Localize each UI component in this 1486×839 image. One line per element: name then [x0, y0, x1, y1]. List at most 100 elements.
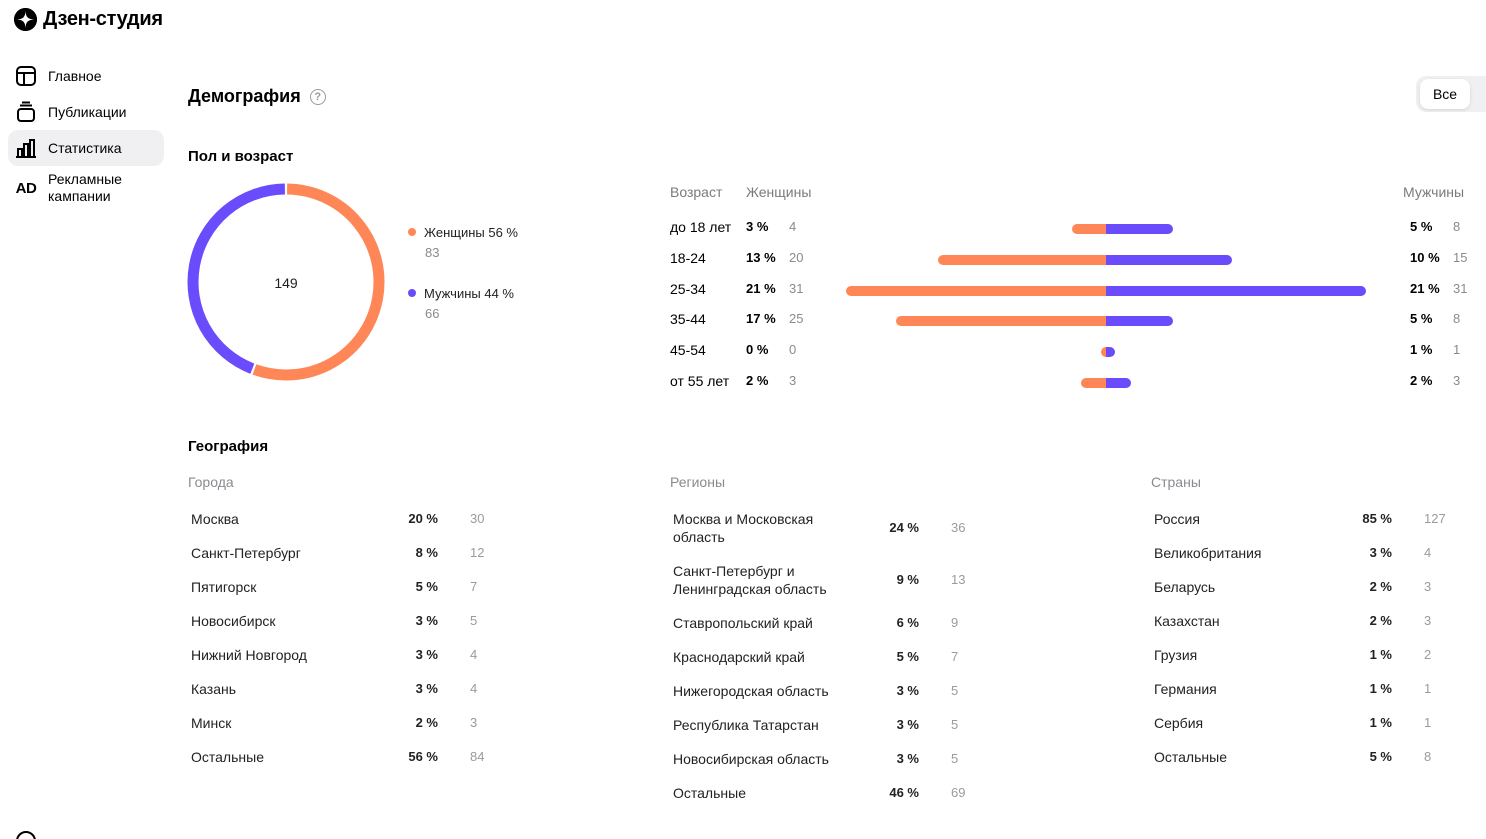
women-count: 31 — [789, 281, 804, 296]
geo-count: 5 — [951, 683, 959, 698]
app-logo[interactable]: Дзен-студия — [14, 8, 163, 31]
geo-count: 3 — [470, 715, 478, 730]
geo-name: Казань — [191, 681, 237, 697]
geo-name: Москва и Московская область — [673, 510, 813, 546]
geo-name: Москва — [191, 511, 239, 527]
geo-name-line: область — [673, 529, 725, 545]
women-percent: 2 % — [746, 373, 769, 388]
men-percent: 5 % — [1410, 219, 1433, 234]
geo-percent: 1 % — [1369, 681, 1392, 696]
geo-name: Новосибирск — [191, 613, 276, 629]
geo-percent: 20 % — [408, 511, 438, 526]
section-title-geography: География — [188, 438, 269, 455]
geo-name: Сербия — [1154, 715, 1204, 731]
page-title-row: Демография ? — [188, 86, 326, 107]
sidebar: Главное Публикации Статистика AD Рекламн… — [8, 58, 164, 210]
women-percent: 13 % — [746, 250, 776, 265]
geo-count: 13 — [951, 572, 966, 587]
geo-header-regions: Регионы — [670, 474, 726, 490]
men-percent: 5 % — [1410, 311, 1433, 326]
geo-count: 1 — [1424, 681, 1432, 696]
age-label: 25-34 — [670, 281, 706, 297]
geo-count: 5 — [951, 717, 959, 732]
stats-icon — [14, 136, 38, 160]
geo-name: Нижегородская область — [673, 683, 829, 699]
women-percent: 3 % — [746, 219, 769, 234]
geo-name: Республика Татарстан — [673, 717, 819, 733]
legend-dot-men — [408, 289, 416, 297]
geo-percent: 3 % — [896, 717, 919, 732]
geo-percent: 3 % — [415, 647, 438, 662]
women-count: 4 — [789, 219, 797, 234]
geo-name: Санкт-Петербург и Ленинградская область — [673, 562, 827, 598]
geo-percent: 3 % — [415, 613, 438, 628]
age-header-age: Возраст — [670, 184, 723, 200]
geo-count: 9 — [951, 615, 959, 630]
geo-name: Казахстан — [1154, 613, 1220, 629]
age-bar-women — [938, 255, 1106, 265]
sidebar-item-label: Статистика — [48, 139, 122, 156]
women-percent: 0 % — [746, 342, 769, 357]
geo-percent: 24 % — [889, 520, 919, 535]
geo-percent: 9 % — [896, 572, 919, 587]
geo-name: Россия — [1154, 511, 1200, 527]
age-bar-women — [896, 316, 1106, 326]
help-icon[interactable]: ? — [309, 88, 326, 105]
geo-name: Остальные — [1154, 749, 1227, 765]
sidebar-item-statistics[interactable]: Статистика — [8, 130, 164, 166]
geo-percent: 1 % — [1369, 715, 1392, 730]
geo-name: Краснодарский край — [673, 649, 805, 665]
donut-slice-men — [187, 183, 285, 374]
legend-dot-women — [408, 228, 416, 236]
geo-name: Остальные — [191, 749, 264, 765]
age-bar-women — [1072, 224, 1106, 234]
geo-count: 3 — [1424, 613, 1432, 628]
men-count: 15 — [1453, 250, 1468, 265]
men-percent: 1 % — [1410, 342, 1433, 357]
geo-percent: 56 % — [408, 749, 438, 764]
age-row: от 55 лет 2 % 3 2 % 3 — [670, 373, 1470, 393]
geo-count: 7 — [951, 649, 959, 664]
geo-name: Новосибирская область — [673, 751, 829, 767]
account-icon[interactable] — [16, 831, 36, 839]
gender-donut-chart: 149 — [187, 183, 385, 381]
age-row: 18-24 13 % 20 10 % 15 — [670, 250, 1470, 270]
age-row: 25-34 21 % 31 21 % 31 — [670, 281, 1470, 301]
age-bar-women — [846, 286, 1106, 296]
geo-percent: 5 % — [415, 579, 438, 594]
men-percent: 21 % — [1410, 281, 1440, 296]
legend-men: Мужчины 44 % — [408, 286, 514, 301]
filter-all-button[interactable]: Все — [1420, 79, 1470, 109]
ad-icon: AD — [15, 179, 37, 197]
page-title: Демография — [188, 86, 301, 106]
sidebar-item-publications[interactable]: Публикации — [8, 94, 164, 130]
app-title: Дзен-студия — [43, 8, 163, 30]
sidebar-item-main[interactable]: Главное — [8, 58, 164, 94]
geo-count: 69 — [951, 785, 966, 800]
donut-slice-women — [252, 183, 385, 381]
geo-name: Великобритания — [1154, 545, 1262, 561]
geo-name: Санкт-Петербург — [191, 545, 301, 561]
donut-total: 149 — [274, 275, 298, 291]
geo-name: Грузия — [1154, 647, 1198, 663]
women-count: 3 — [789, 373, 797, 388]
geo-count: 7 — [470, 579, 478, 594]
geo-name-line: Санкт-Петербург и — [673, 563, 795, 579]
age-bar-men — [1106, 255, 1232, 265]
sidebar-item-ad-campaigns[interactable]: AD Рекламные кампании — [8, 166, 164, 210]
sidebar-item-label: Публикации — [48, 103, 127, 120]
geo-percent: 2 % — [1369, 579, 1392, 594]
age-row: 35-44 17 % 25 5 % 8 — [670, 311, 1470, 331]
geo-percent: 3 % — [896, 751, 919, 766]
age-bar-men — [1106, 316, 1174, 326]
age-label: 45-54 — [670, 342, 706, 358]
layout-icon — [14, 64, 38, 88]
women-count: 25 — [789, 311, 804, 326]
age-bar-women — [1080, 378, 1106, 388]
geo-count: 4 — [470, 681, 478, 696]
geo-percent: 3 % — [1369, 545, 1392, 560]
geo-count: 36 — [951, 520, 966, 535]
geo-name: Минск — [191, 715, 232, 731]
geo-count: 5 — [951, 751, 959, 766]
sidebar-item-label: Рекламные кампании — [48, 171, 122, 204]
